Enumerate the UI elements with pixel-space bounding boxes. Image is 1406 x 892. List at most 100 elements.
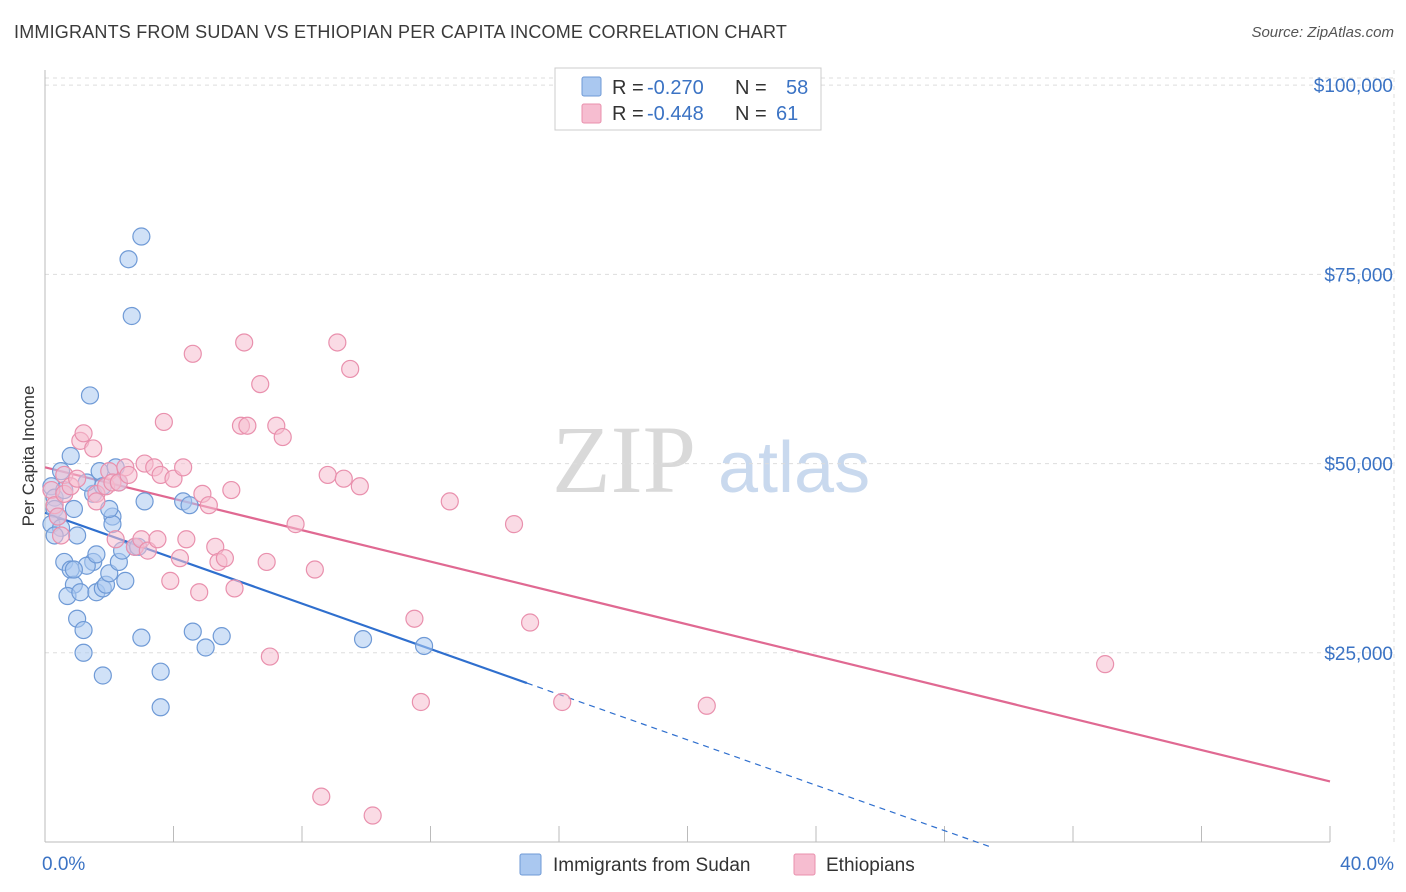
point-sudan-54 [414, 636, 434, 656]
point-ethiopians-59 [405, 609, 424, 628]
point-ethiopians-58 [363, 806, 382, 825]
legend-r-label-ethiopians: R = [612, 103, 644, 125]
point-ethiopians-46 [257, 552, 276, 572]
legend-r-label-sudan: R = [612, 77, 644, 99]
point-ethiopians-30 [170, 549, 190, 568]
legend-swatch-ethiopians [581, 103, 602, 124]
point-ethiopians-12 [87, 492, 106, 511]
point-sudan-43 [132, 628, 151, 647]
legend-n-label-ethiopians: N = [735, 103, 767, 125]
point-ethiopians-66 [1096, 655, 1115, 674]
point-ethiopians-50 [286, 515, 305, 534]
trend-line-ethiopians [44, 466, 1331, 783]
point-ethiopians-57 [350, 477, 369, 496]
point-sudan-11 [68, 526, 87, 545]
point-ethiopians-53 [318, 465, 337, 485]
point-sudan-19 [74, 643, 93, 662]
point-ethiopians-34 [190, 583, 209, 602]
point-sudan-55 [64, 560, 84, 579]
point-ethiopians-19 [119, 465, 138, 485]
legend-n-value-ethiopians: 61 [776, 103, 798, 125]
point-ethiopians-2 [48, 507, 67, 526]
y-axis-title: Per Capita Income [19, 386, 38, 527]
point-sudan-39 [119, 250, 138, 269]
point-ethiopians-44 [238, 416, 257, 435]
point-sudan-44 [132, 227, 151, 246]
point-sudan-9 [61, 446, 80, 466]
point-ethiopians-31 [174, 458, 193, 477]
y-tick-label-2: $75,000 [1324, 265, 1393, 286]
point-ethiopians-25 [148, 530, 167, 549]
point-ethiopians-64 [553, 692, 572, 712]
point-ethiopians-51 [305, 560, 324, 579]
stats-legend: R = -0.270 N = 58 R = -0.448 N = 61 [554, 67, 822, 131]
chart-title: IMMIGRANTS FROM SUDAN VS ETHIOPIAN PER C… [14, 22, 788, 42]
point-ethiopians-36 [199, 496, 218, 515]
source-label: Source: ZipAtlas.com [1251, 24, 1394, 41]
point-ethiopians-54 [328, 333, 347, 352]
series-legend-label-ethiopians: Ethiopians [826, 855, 915, 876]
watermark-zip: ZIP [552, 406, 696, 513]
point-ethiopians-56 [341, 359, 360, 379]
trend-line-sudan-extension [526, 682, 993, 849]
y-tick-label-0: $25,000 [1324, 644, 1393, 665]
trend-line-sudan [44, 511, 528, 685]
point-ethiopians-16 [106, 530, 125, 549]
x-tick-label-max: 40.0% [1340, 854, 1394, 875]
point-sudan-10 [64, 499, 84, 519]
point-sudan-40 [122, 306, 141, 326]
point-sudan-22 [80, 386, 100, 405]
point-sudan-45 [135, 492, 154, 511]
point-sudan-33 [103, 515, 122, 534]
y-tick-label-1: $50,000 [1324, 455, 1393, 476]
watermark: ZIP atlas [552, 406, 870, 513]
legend-r-value-sudan: -0.270 [647, 77, 704, 99]
point-ethiopians-62 [504, 515, 524, 534]
point-sudan-46 [151, 662, 170, 681]
point-sudan-29 [93, 666, 112, 685]
point-sudan-47 [151, 698, 170, 717]
series-legend: Immigrants from Sudan Ethiopians [519, 853, 915, 876]
point-ethiopians-43 [235, 333, 254, 352]
point-sudan-52 [212, 627, 231, 646]
point-ethiopians-61 [440, 492, 459, 511]
trend-lines [44, 466, 1331, 849]
point-sudan-18 [74, 620, 93, 640]
series-legend-swatch-sudan [519, 853, 542, 876]
y-tick-labels: $25,000 $50,000 $75,000 $100,000 [1314, 76, 1393, 665]
point-ethiopians-41 [225, 579, 244, 598]
point-sudan-50 [183, 622, 202, 641]
legend-r-value-ethiopians: -0.448 [647, 103, 704, 125]
point-ethiopians-47 [260, 647, 279, 666]
watermark-atlas: atlas [718, 428, 870, 508]
legend-n-label-sudan: N = [735, 77, 767, 99]
point-ethiopians-45 [251, 374, 270, 394]
point-sudan-51 [196, 638, 215, 657]
point-ethiopians-9 [74, 424, 93, 443]
point-ethiopians-10 [84, 439, 103, 458]
point-ethiopians-63 [520, 613, 540, 632]
point-ethiopians-27 [154, 412, 173, 432]
legend-n-value-sudan: 58 [786, 77, 808, 99]
axes [44, 70, 1331, 843]
point-ethiopians-40 [222, 480, 241, 500]
point-ethiopians-55 [334, 469, 353, 488]
point-ethiopians-3 [51, 526, 71, 545]
point-ethiopians-33 [183, 344, 202, 363]
point-sudan-24 [87, 545, 106, 564]
point-ethiopians-32 [177, 530, 196, 549]
x-tick-label-min: 0.0% [42, 854, 85, 875]
series-legend-label-sudan: Immigrants from Sudan [553, 855, 750, 876]
point-ethiopians-49 [273, 427, 292, 447]
y-tick-label-3: $100,000 [1314, 76, 1393, 97]
point-sudan-38 [116, 571, 135, 590]
point-ethiopians-28 [161, 571, 180, 590]
point-ethiopians-39 [215, 549, 234, 568]
point-ethiopians-65 [697, 696, 716, 715]
point-ethiopians-52 [312, 787, 331, 806]
point-ethiopians-60 [411, 692, 430, 712]
point-ethiopians-7 [68, 469, 87, 488]
data-points [42, 227, 1115, 825]
point-sudan-17 [71, 583, 90, 602]
